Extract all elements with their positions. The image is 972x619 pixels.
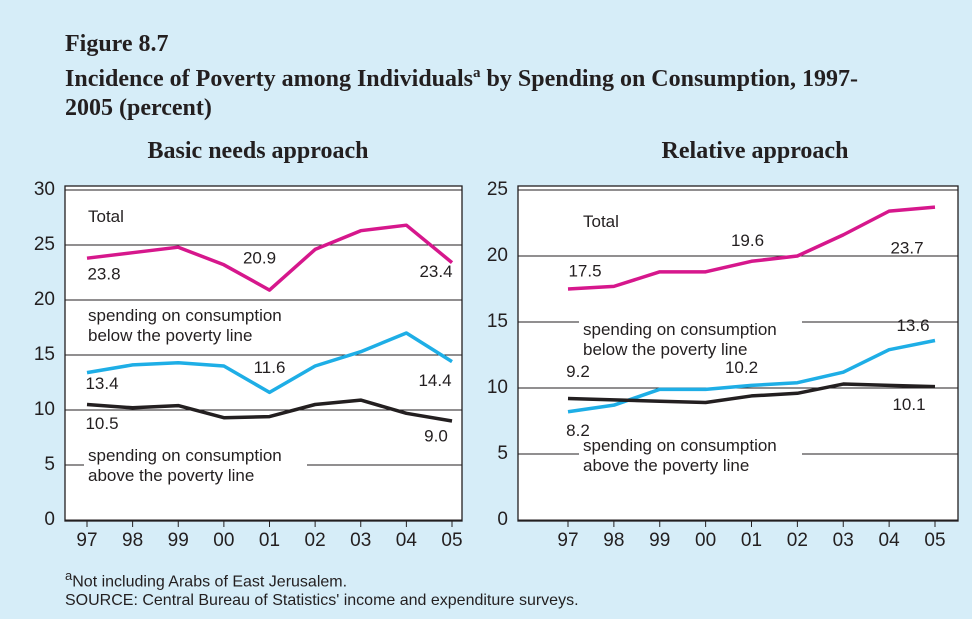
y-tick-label: 25 [34, 234, 55, 255]
x-tick-label: 04 [396, 530, 418, 551]
footnote-marker: a [65, 568, 73, 583]
title-text: Incidence of Poverty among Individuals [65, 66, 474, 92]
y-tick-label: 30 [34, 179, 55, 200]
footnote: aNot including Arabs of East Jerusalem. [65, 568, 347, 591]
data-label: 23.8 [87, 265, 120, 284]
data-label: 8.2 [566, 421, 590, 440]
panel-title: Relative approach [661, 138, 849, 164]
data-label: 11.6 [254, 358, 286, 377]
series-line [86, 223, 454, 292]
y-tick-label: 15 [34, 344, 55, 365]
footnote-text: Not including Arabs of East Jerusalem. [72, 573, 348, 591]
x-tick-label: 97 [557, 530, 578, 551]
series-line [567, 382, 936, 405]
legend-entry: spending on consumption below the povert… [84, 306, 307, 346]
series-line [567, 205, 936, 291]
figure-label: Figure 8.7 [65, 31, 169, 57]
data-label: 17.5 [568, 261, 601, 280]
legend-entry: Total [84, 207, 128, 227]
y-tick-label: 10 [34, 399, 55, 420]
x-tick-label: 99 [649, 530, 670, 551]
x-tick-label: 01 [259, 530, 280, 551]
data-label: 23.4 [419, 262, 452, 281]
y-tick-label: 0 [497, 509, 508, 530]
data-label: 13.6 [896, 316, 929, 335]
y-tick-label: 25 [487, 179, 508, 200]
legend-entry: spending on consumption above the povert… [579, 436, 802, 476]
x-tick-label: 02 [787, 530, 808, 551]
source: SOURCE: Central Bureau of Statistics' in… [65, 592, 579, 609]
y-tick-label: 20 [487, 245, 508, 266]
x-tick-label: 98 [122, 530, 143, 551]
y-tick-label: 5 [497, 443, 508, 464]
x-tick-label: 05 [924, 530, 945, 551]
data-label: 10.1 [892, 395, 925, 414]
title-rest: by Spending on Consumption, 1997-2005 (p… [65, 66, 858, 121]
data-label: 10.2 [725, 358, 758, 377]
legend-entry: spending on consumption above the povert… [84, 446, 307, 486]
x-tick-label: 03 [350, 530, 371, 551]
x-tick-label: 00 [213, 530, 234, 551]
x-tick-label: 00 [695, 530, 716, 551]
x-tick-label: 98 [603, 530, 624, 551]
y-tick-label: 20 [34, 289, 55, 310]
x-tick-label: 05 [441, 530, 462, 551]
data-label: 13.4 [85, 374, 118, 393]
panel-title: Basic needs approach [147, 138, 369, 164]
figure-title: Figure 8.7 Incidence of Poverty among In… [65, 30, 895, 123]
x-tick-label: 01 [741, 530, 762, 551]
x-tick-label: 97 [76, 530, 97, 551]
x-tick-label: 02 [305, 530, 326, 551]
legend-entry: Total [579, 212, 623, 232]
legend-entry: spending on consumption below the povert… [579, 320, 802, 360]
x-tick-label: 99 [168, 530, 189, 551]
data-label: 19.6 [731, 231, 764, 250]
data-label: 14.4 [418, 371, 451, 390]
x-tick-label: 03 [833, 530, 854, 551]
series-line [86, 331, 453, 395]
data-label: 10.5 [85, 414, 118, 433]
data-label: 23.7 [890, 239, 923, 258]
series-line [86, 398, 453, 423]
title-marker: a [473, 65, 481, 81]
y-tick-label: 15 [487, 311, 508, 332]
y-tick-label: 5 [44, 454, 55, 475]
data-label: 9.2 [566, 362, 590, 381]
data-label: 9.0 [424, 426, 448, 445]
y-tick-label: 10 [487, 377, 508, 398]
y-tick-label: 0 [44, 509, 55, 530]
x-tick-label: 04 [879, 530, 901, 551]
data-label: 20.9 [243, 249, 276, 268]
